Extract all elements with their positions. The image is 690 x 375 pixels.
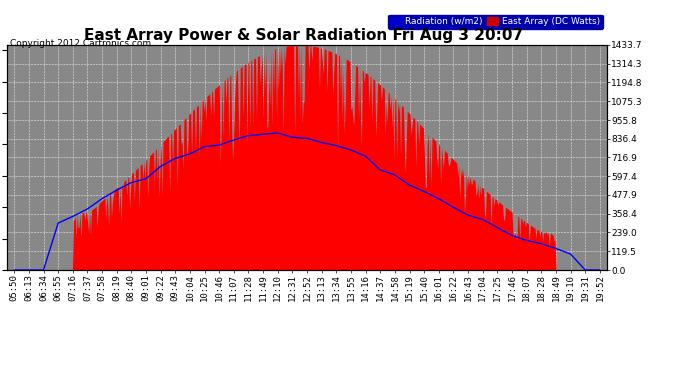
Legend: Radiation (w/m2), East Array (DC Watts): Radiation (w/m2), East Array (DC Watts) xyxy=(388,15,602,29)
Text: East Array Power & Solar Radiation Fri Aug 3 20:07: East Array Power & Solar Radiation Fri A… xyxy=(84,28,523,43)
Text: Copyright 2012 Cartronics.com: Copyright 2012 Cartronics.com xyxy=(10,39,152,48)
